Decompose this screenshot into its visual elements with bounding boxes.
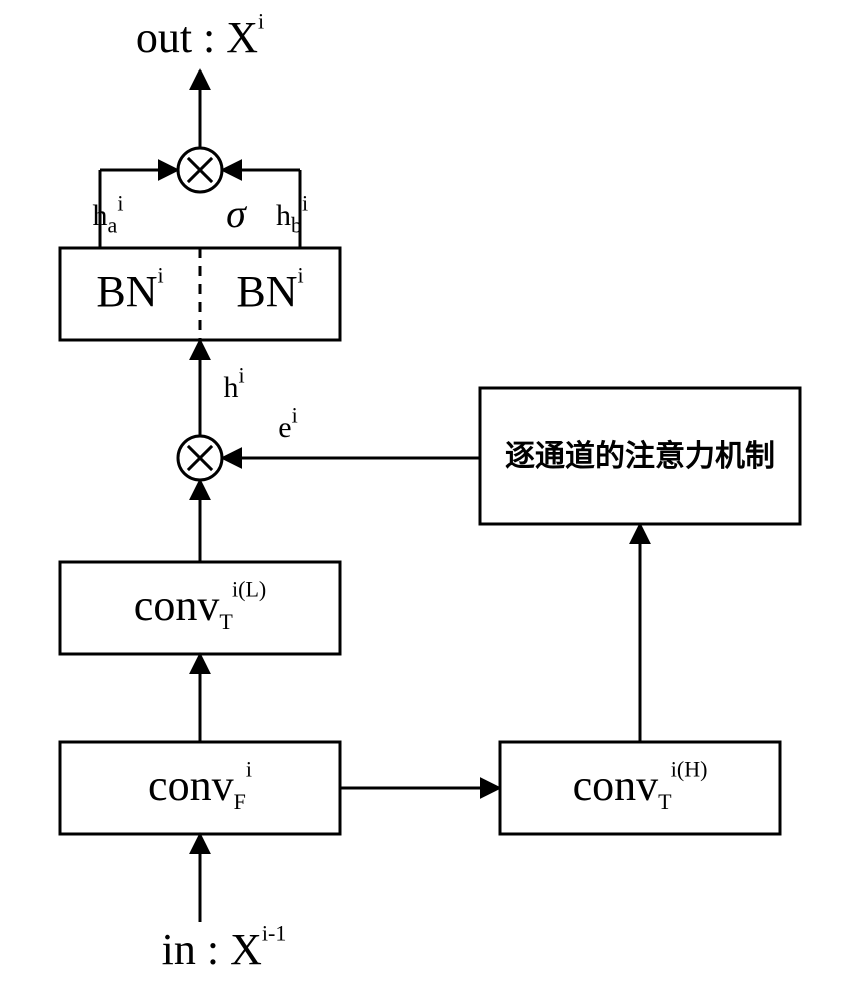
output-label: out : Xi bbox=[136, 9, 264, 63]
label-e-mid: ei bbox=[278, 402, 297, 443]
label-sigma: σ bbox=[226, 191, 247, 236]
label-h-mid: hi bbox=[223, 362, 244, 403]
label-bn-right: BNi bbox=[236, 263, 303, 317]
input-label: in : Xi-1 bbox=[162, 921, 287, 975]
label-h-b: hbi bbox=[276, 190, 308, 237]
label-h-a: hai bbox=[93, 190, 124, 237]
label-attention: 逐通道的注意力机制 bbox=[505, 439, 775, 473]
label-bn-left: BNi bbox=[96, 263, 163, 317]
diagram-canvas: out : XihaiσhbiBNiBNihieiconvTi(L)convFi… bbox=[0, 0, 858, 1000]
